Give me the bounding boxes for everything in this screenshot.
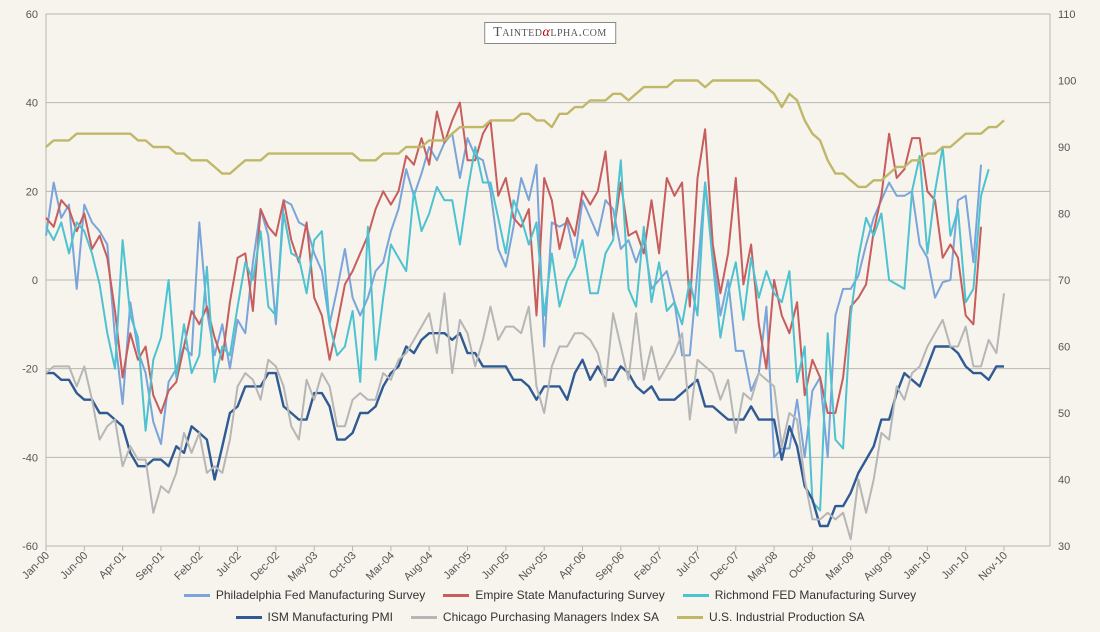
svg-text:20: 20 bbox=[26, 186, 38, 198]
legend-label: Chicago Purchasing Managers Index SA bbox=[443, 610, 659, 624]
legend-item-ism: ISM Manufacturing PMI bbox=[236, 610, 393, 624]
branding-suffix: .com bbox=[578, 25, 606, 40]
legend-item-chicago: Chicago Purchasing Managers Index SA bbox=[411, 610, 659, 624]
legend-item-indprod: U.S. Industrial Production SA bbox=[677, 610, 864, 624]
branding-alpha: α bbox=[542, 25, 550, 40]
legend-swatch bbox=[443, 594, 469, 597]
legend-swatch bbox=[184, 594, 210, 597]
svg-text:80: 80 bbox=[1058, 209, 1070, 221]
svg-text:60: 60 bbox=[26, 9, 38, 21]
svg-text:40: 40 bbox=[26, 98, 38, 110]
branding-pre: Tainted bbox=[493, 25, 542, 40]
legend-label: ISM Manufacturing PMI bbox=[268, 610, 393, 624]
legend-swatch bbox=[683, 594, 709, 597]
branding-watermark: Taintedαlpha.com bbox=[484, 22, 616, 44]
legend-item-philly: Philadelphia Fed Manufacturing Survey bbox=[184, 588, 425, 602]
svg-text:70: 70 bbox=[1058, 275, 1070, 287]
svg-text:-20: -20 bbox=[22, 364, 38, 376]
svg-text:50: 50 bbox=[1058, 408, 1070, 420]
svg-text:60: 60 bbox=[1058, 342, 1070, 354]
svg-text:90: 90 bbox=[1058, 142, 1070, 154]
legend: Philadelphia Fed Manufacturing Survey Emp… bbox=[0, 584, 1100, 628]
branding-post: lpha bbox=[550, 25, 578, 40]
line-chart: -60-40-20020406030405060708090100110Jan-… bbox=[0, 0, 1100, 632]
legend-label: Richmond FED Manufacturing Survey bbox=[715, 588, 916, 602]
legend-swatch bbox=[236, 616, 262, 619]
svg-text:0: 0 bbox=[32, 275, 38, 287]
legend-label: Philadelphia Fed Manufacturing Survey bbox=[216, 588, 425, 602]
legend-item-empire: Empire State Manufacturing Survey bbox=[443, 588, 664, 602]
legend-label: U.S. Industrial Production SA bbox=[709, 610, 864, 624]
svg-text:-60: -60 bbox=[22, 541, 38, 553]
svg-text:40: 40 bbox=[1058, 475, 1070, 487]
svg-text:-40: -40 bbox=[22, 452, 38, 464]
svg-text:100: 100 bbox=[1058, 76, 1076, 88]
svg-text:110: 110 bbox=[1058, 9, 1076, 21]
legend-item-richmond: Richmond FED Manufacturing Survey bbox=[683, 588, 916, 602]
legend-label: Empire State Manufacturing Survey bbox=[475, 588, 664, 602]
svg-text:30: 30 bbox=[1058, 541, 1070, 553]
legend-swatch bbox=[677, 616, 703, 619]
chart-container: -60-40-20020406030405060708090100110Jan-… bbox=[0, 0, 1100, 632]
legend-swatch bbox=[411, 616, 437, 619]
